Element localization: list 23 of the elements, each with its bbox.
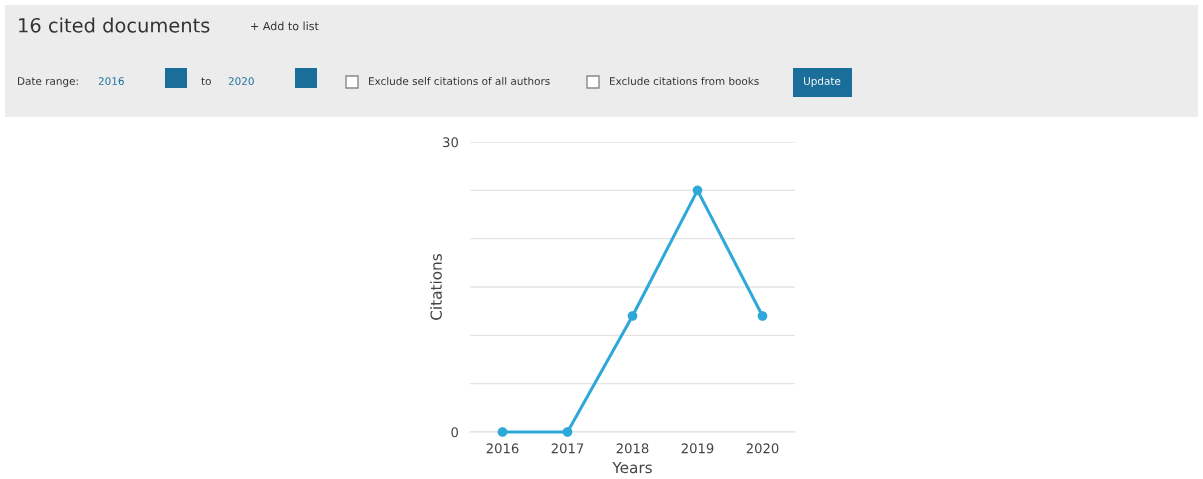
text: Exclude citations from books: [610, 76, 759, 86]
text: Update: [804, 76, 841, 88]
x-tick-label: 2017: [551, 443, 584, 454]
text: to: [201, 77, 211, 86]
text: Exclude self citations of all authors: [369, 76, 550, 86]
point: [497, 427, 508, 437]
text: 16 cited documents: [19, 17, 210, 33]
text: 2016: [98, 77, 124, 86]
x-axis-title: Years: [612, 461, 652, 474]
point: [627, 311, 638, 321]
x-tick-label: 2018: [616, 443, 649, 454]
y-axis-title: Citations: [430, 254, 442, 320]
x-tick-label: 2019: [681, 443, 714, 454]
x-tick-label: 2020: [746, 443, 779, 454]
y-tick-label: 30: [443, 137, 459, 148]
text: + Add to list: [251, 21, 319, 31]
x-tick-label: 2016: [486, 443, 519, 454]
text: Date range:: [18, 77, 78, 88]
point: [757, 311, 768, 321]
point: [562, 427, 573, 437]
point: [692, 185, 703, 196]
y-tick-label: 0: [451, 427, 459, 438]
text: 2020: [228, 77, 254, 86]
